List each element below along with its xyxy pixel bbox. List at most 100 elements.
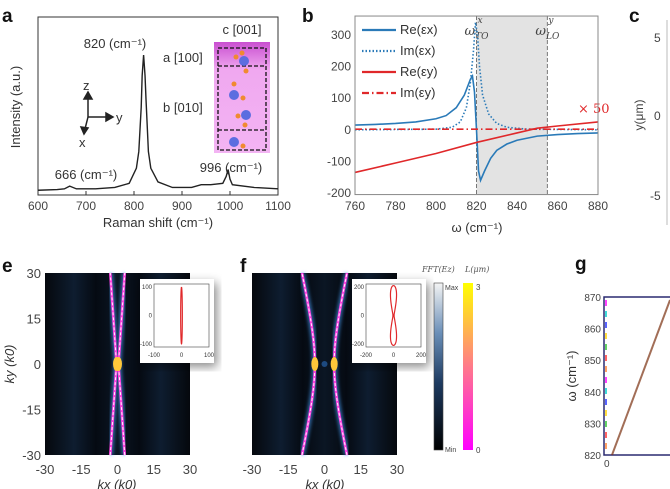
g-ytick-label: 860 [584,325,601,336]
panel-label-a: a [2,6,13,27]
permittivity-ytick-label: 200 [331,60,351,74]
ytick-label: -15 [22,403,41,418]
inset-xtick-label: -200 [360,353,373,359]
permittivity-ytick-label: 300 [331,28,351,42]
legend-bg [398,41,448,58]
panel-g-partial: ω (cm⁻¹) 0 870 860 850 840 830 820 [564,293,670,470]
hotspot [311,357,319,371]
panel-label-c: c [629,6,640,27]
permittivity-xtick-label: 780 [385,199,405,213]
inset-xtick-label: -100 [148,353,161,359]
xtick-label: -30 [36,462,55,477]
g-ytick-label: 850 [584,356,601,367]
permittivity-chart: ω (cm⁻¹) × 50 ωTOxωLOyRe(εx)Im(εx)Re(εy)… [327,15,610,235]
peak-label-996: 996 (cm⁻¹) [200,160,262,175]
permittivity-xtick-label: 840 [507,199,527,213]
c-ytick-neg5: -5 [650,189,661,203]
legend-label: Im(εy) [400,85,435,100]
scale-annotation: × 50 [578,102,610,117]
panel-label-e: e [2,256,13,277]
legend-label: Re(εx) [400,22,438,37]
raman-ylabel: Intensity (a.u.) [8,66,23,148]
length-colorbar-min: 0 [476,446,481,455]
fft-colorbar-min: Min [445,447,456,454]
frequency-marker-sub: TO [475,32,489,42]
peak-label-820: 820 (cm⁻¹) [84,36,146,51]
permittivity-plot-frame [354,15,599,196]
inset-frame [153,283,210,348]
frequency-marker-sup: x [478,16,483,26]
raman-chart: 820 (cm⁻¹) 666 (cm⁻¹) 996 (cm⁻¹) Raman s… [8,16,291,230]
inset-ytick-label: 200 [354,285,365,291]
legend-bg [398,20,448,37]
axis-z-label: z [83,78,90,93]
length-colorbar [463,283,473,450]
c-ytick-5: 5 [654,31,661,45]
c-ylabel: y(μm) [632,100,646,131]
raman-xtick-label: 900 [172,199,192,213]
raman-xtick-label: 800 [124,199,144,213]
frequency-marker-sub: LO [545,32,560,42]
raman-xlabel: Raman shift (cm⁻¹) [103,215,213,230]
inset-axis-b: b [010] [163,100,203,115]
legend-bg [398,83,448,100]
panel-label-g: g [575,254,587,275]
inset-ytick-label: -100 [140,342,153,348]
hotspot [114,357,122,371]
raman-plot-frame [37,16,279,196]
permittivity-xtick-label: 880 [588,199,608,213]
legend-bg [398,62,448,79]
raman-xtick-label: 600 [28,199,48,213]
g-ylabel: ω (cm⁻¹) [564,351,579,402]
g-xtick-0: 0 [604,459,610,470]
permittivity-xtick-label: 820 [466,199,486,213]
fft-colorbar-max: Max [445,285,459,292]
raman-spectrum-line [37,54,279,191]
crystal-structure-inset [214,42,270,153]
inset-xtick-label: 0 [392,353,396,359]
ytick-label: 15 [27,312,41,327]
frequency-marker-sup: y [547,16,554,26]
f-xlabel: kx (k0) [306,477,345,489]
e-xlabel: kx (k0) [98,477,137,489]
inset-ytick-label: 0 [149,314,153,320]
center-spot [321,361,328,367]
inset-background [352,279,426,363]
inset-plot [140,279,214,363]
peak-label-666: 666 (cm⁻¹) [55,167,117,182]
inset-plot [352,279,426,363]
length-colorbar-max: 3 [476,283,481,292]
g-plot-frame [603,296,670,456]
permittivity-ytick-label: 100 [331,91,351,105]
isofrequency-map-e: kx (k0) ky (k0) -30 -15 0 15 30 30 15 0 -15 -30 -1… [2,266,215,489]
panel-c-partial: 5 0 -5 y(μm) [632,20,668,225]
coordinate-axes-icon [79,90,115,136]
inset-ytick-label: 100 [142,285,153,291]
inset-axis-c: c [001] [222,22,261,37]
inset-xtick-label: 200 [416,353,427,359]
permittivity-xtick-label: 860 [547,199,567,213]
series-line-2 [354,121,599,174]
inset-ytick-label: 0 [361,314,365,320]
reststrahlen-band [476,16,548,195]
inset-frame [365,283,422,348]
g-ytick-label: 870 [584,293,601,304]
inset-xtick-label: 100 [204,353,215,359]
raman-xtick-label: 1000 [217,199,244,213]
g-ytick-label: 820 [584,451,601,462]
inset-ytick-label: -200 [352,342,365,348]
panel-label-f: f [240,256,247,277]
xtick-label: -15 [72,462,91,477]
permittivity-xtick-label: 760 [345,199,365,213]
e-ylabel: ky (k0) [2,345,17,384]
xtick-label: -30 [243,462,262,477]
xtick-label: -15 [279,462,298,477]
ytick-label: 30 [27,266,41,281]
permittivity-xlabel: ω (cm⁻¹) [452,220,503,235]
fft-colorbar-title: FFT(Ez) [421,265,455,274]
raman-xtick-label: 1100 [265,199,291,213]
length-colorbar-title: L(μm) [464,265,489,274]
legend-label: Re(εy) [400,64,438,79]
inset-contour [389,284,398,347]
